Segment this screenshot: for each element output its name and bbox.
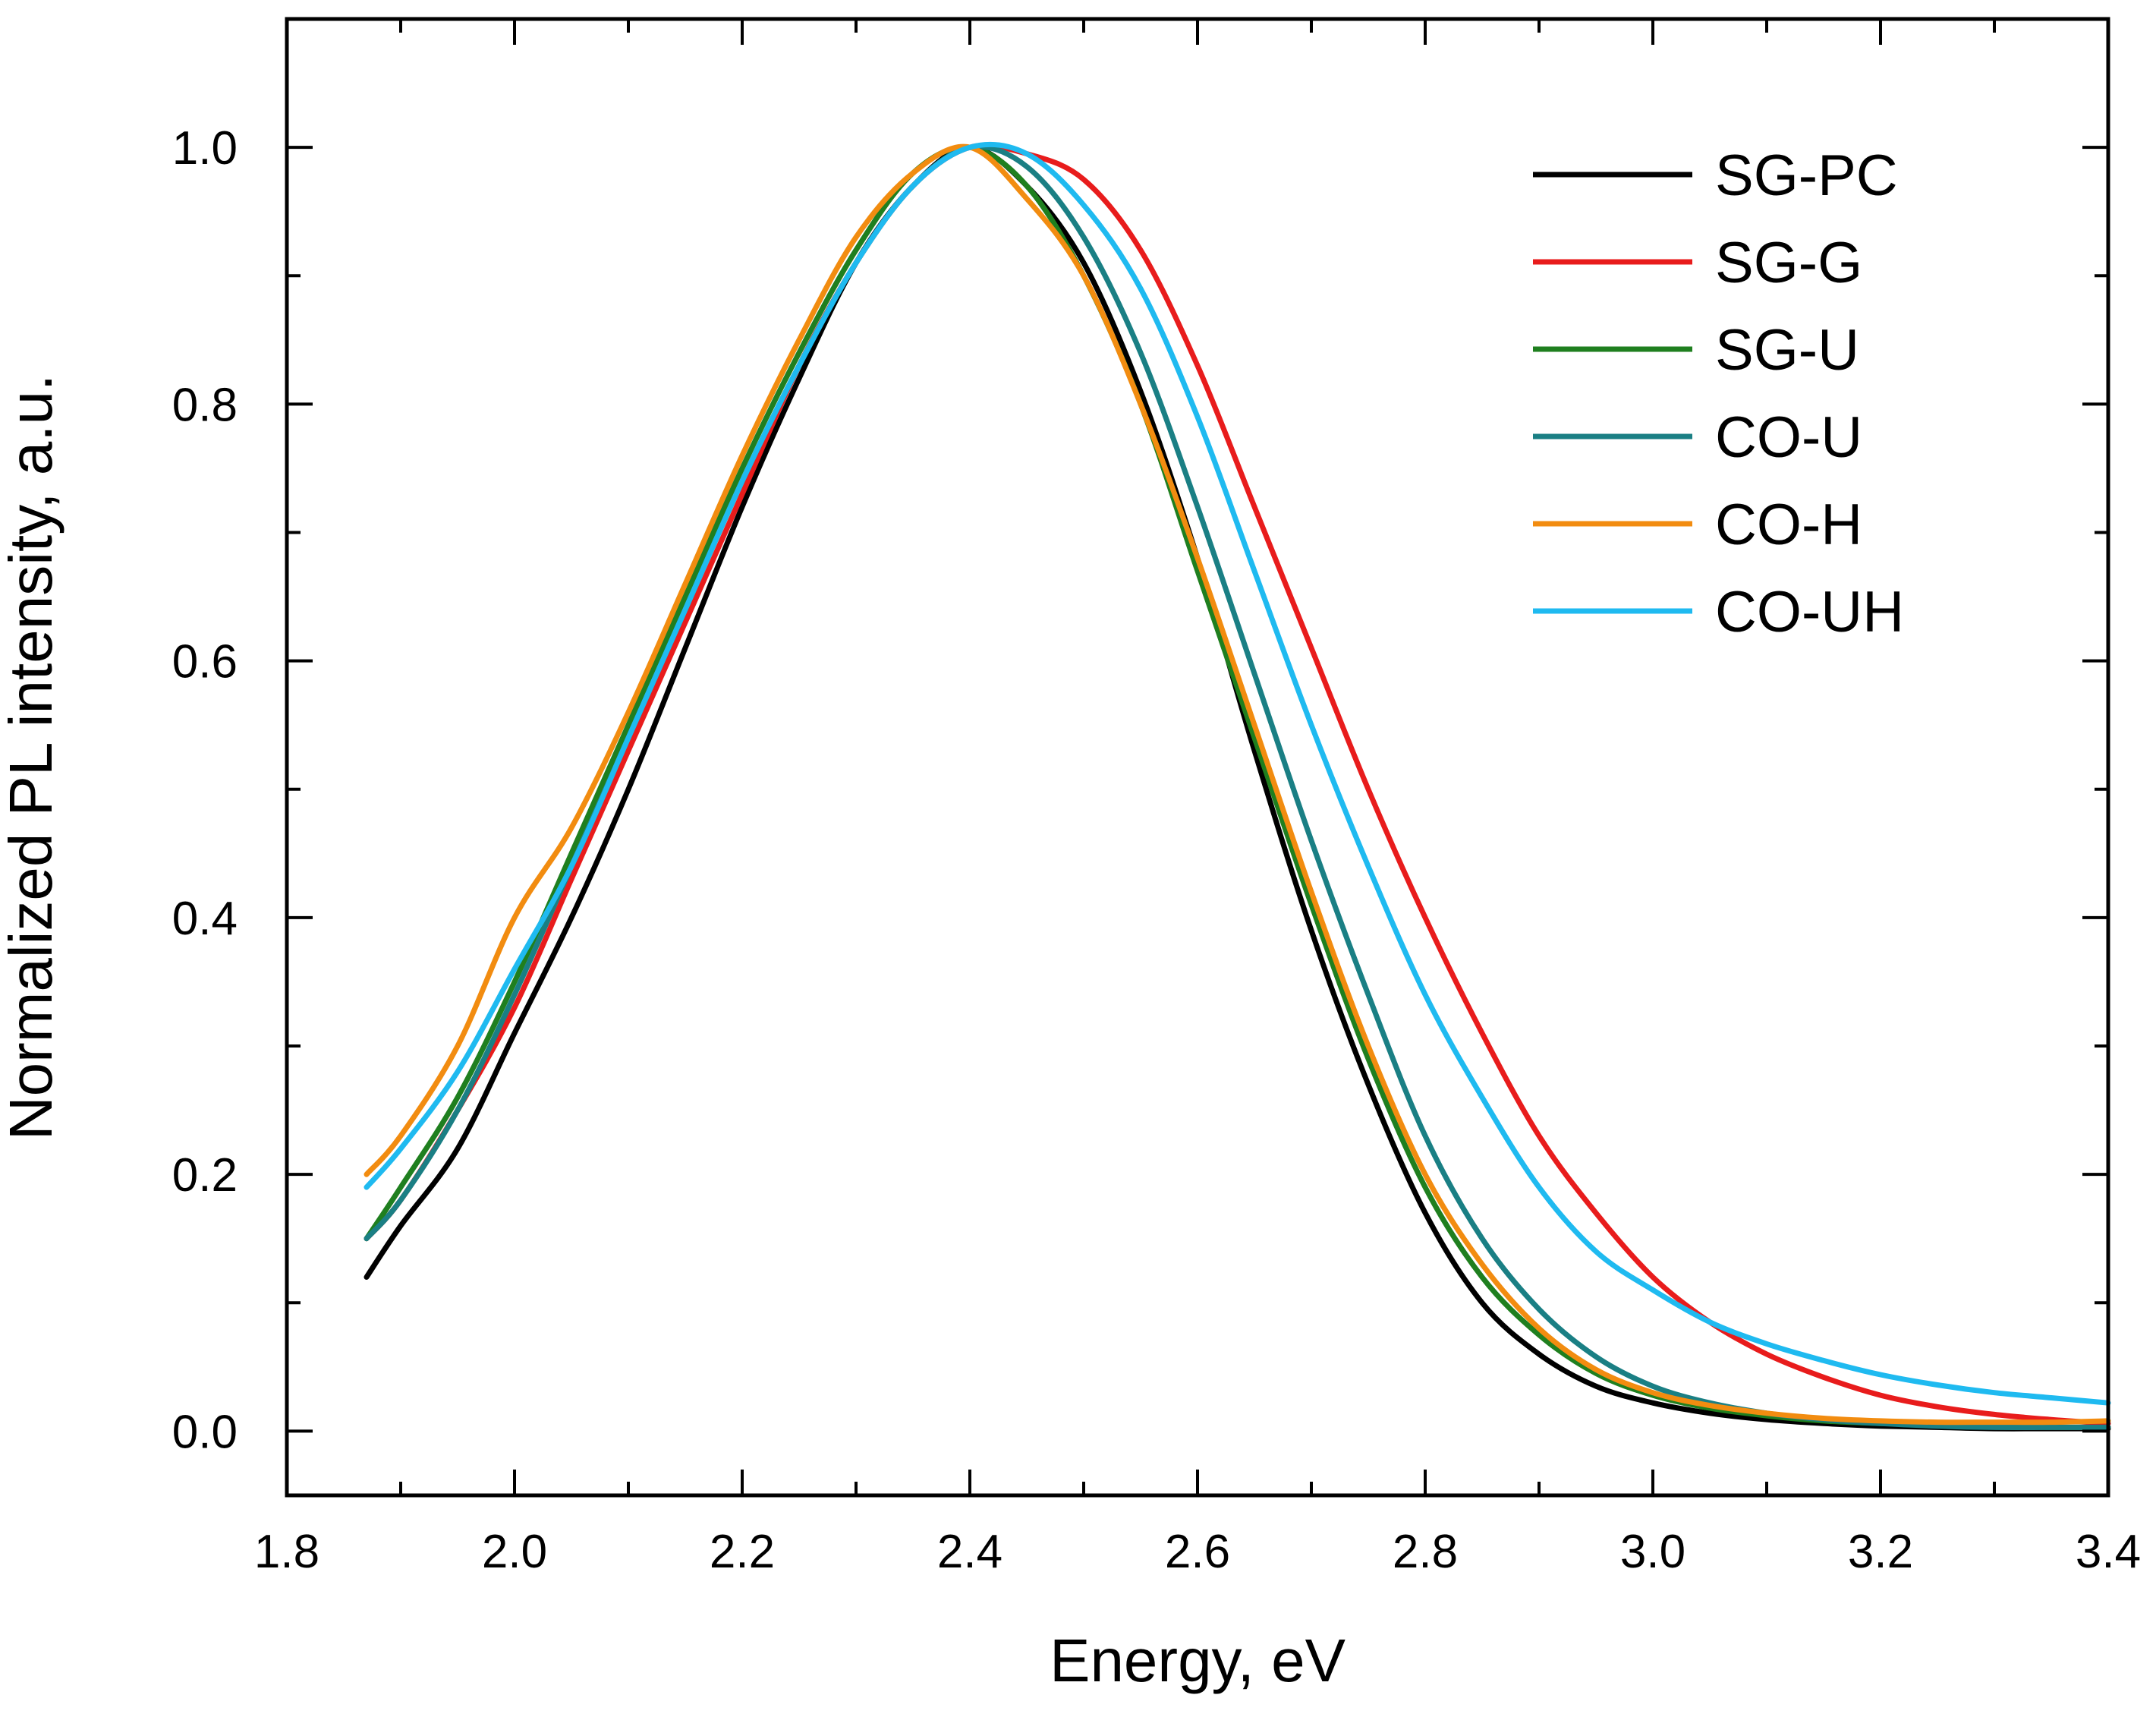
legend-label-sg-pc: SG-PC [1715, 143, 1898, 208]
legend-label-co-uh: CO-UH [1715, 580, 1904, 644]
y-tick-label: 0.6 [172, 636, 238, 688]
x-tick-label: 2.2 [710, 1526, 775, 1578]
series-layer [364, 141, 2111, 1432]
y-tick-label: 0.2 [172, 1149, 238, 1202]
y-tick-label: 0.8 [172, 379, 238, 431]
series-line-co-uh [364, 141, 2111, 1406]
legend-label-co-h: CO-H [1715, 493, 1862, 557]
y-axis-ticks: 0.0 0.2 0.4 0.6 0.8 1.0 [172, 17, 2108, 1458]
x-tick-label: 3.2 [1848, 1526, 1913, 1578]
legend-label-co-u: CO-U [1715, 405, 1862, 470]
x-tick-label: 3.4 [2076, 1526, 2141, 1578]
x-axis-title: Energy, eV [1050, 1627, 1346, 1694]
x-tick-label: 2.6 [1165, 1526, 1230, 1578]
series-line-sg-pc [364, 144, 2111, 1432]
legend-label-sg-g: SG-G [1715, 231, 1862, 295]
legend-label-sg-u: SG-U [1715, 318, 1859, 383]
y-tick-label: 1.0 [172, 122, 238, 175]
x-tick-label: 2.8 [1393, 1526, 1458, 1578]
series-line-co-h [364, 143, 2111, 1426]
x-tick-label: 2.4 [937, 1526, 1002, 1578]
x-tick-label: 3.0 [1620, 1526, 1685, 1578]
legend: SG-PC SG-G SG-U CO-U CO-H CO-UH [1533, 143, 1904, 644]
x-axis-ticks: 1.8 2.0 2.2 2.4 2.6 2.8 3.0 3.2 3.4 [254, 19, 2141, 1578]
y-axis-title: Normalized PL intensity, a.u. [0, 374, 65, 1140]
y-tick-label: 0.0 [172, 1406, 238, 1458]
x-tick-label: 1.8 [254, 1526, 319, 1578]
y-tick-label: 0.4 [172, 893, 238, 945]
series-line-sg-g [364, 143, 2111, 1426]
x-tick-label: 2.0 [482, 1526, 547, 1578]
